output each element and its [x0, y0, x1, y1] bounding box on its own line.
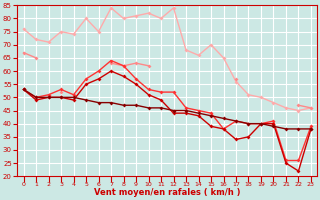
X-axis label: Vent moyen/en rafales ( km/h ): Vent moyen/en rafales ( km/h ): [94, 188, 241, 197]
